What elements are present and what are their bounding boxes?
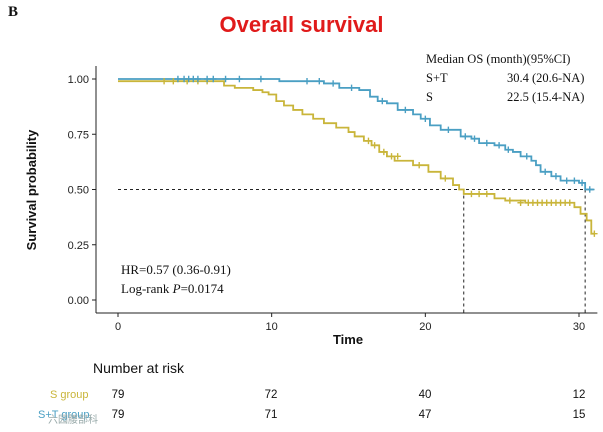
- y-tick-label: 0.25: [68, 240, 89, 252]
- censor-marks: [160, 75, 598, 237]
- censor-mark: [303, 78, 311, 85]
- censor-mark: [517, 199, 524, 206]
- y-tick-label: 0.75: [68, 129, 89, 141]
- censor-mark: [566, 199, 573, 206]
- censor-mark: [194, 75, 202, 83]
- censor-mark: [394, 153, 401, 160]
- censor-mark: [571, 177, 578, 184]
- censor-mark: [388, 153, 395, 160]
- censor-mark: [371, 142, 378, 149]
- censor-mark: [578, 179, 586, 187]
- censor-mark: [591, 230, 598, 237]
- censor-mark: [541, 168, 549, 176]
- censor-mark: [316, 78, 323, 85]
- censor-mark: [329, 80, 337, 87]
- censor-mark: [471, 135, 478, 142]
- risk-count: 79: [111, 409, 125, 421]
- censor-mark: [174, 75, 182, 83]
- censor-mark: [415, 161, 423, 169]
- risk-row-label: S+T group: [38, 409, 90, 421]
- median-table-header: Median OS (month)(95%CI): [426, 52, 571, 66]
- logrank-p: P: [172, 281, 181, 296]
- censor-mark: [210, 75, 217, 83]
- censor-mark: [203, 75, 211, 83]
- risk-count: 72: [264, 389, 278, 401]
- censor-mark: [170, 78, 177, 85]
- censor-mark: [222, 75, 229, 83]
- y-tick-label: 0.00: [68, 295, 89, 307]
- censor-mark: [422, 115, 429, 122]
- censor-mark: [160, 78, 168, 85]
- censor-mark: [236, 75, 243, 83]
- logrank-prefix: Log-rank: [121, 281, 173, 296]
- median-row-group: S+T: [426, 71, 448, 85]
- censor-mark: [462, 133, 469, 140]
- risk-count: 40: [418, 389, 432, 401]
- censor-mark: [468, 190, 475, 198]
- y-tick-label: 1.00: [68, 74, 89, 86]
- censor-mark: [495, 142, 503, 149]
- censor-mark: [505, 146, 512, 153]
- censor-mark: [402, 106, 409, 114]
- x-tick-label: 30: [573, 321, 585, 333]
- panel-label: B: [8, 4, 19, 20]
- censor-mark: [257, 75, 265, 83]
- median-row-group: S: [426, 90, 433, 104]
- censor-mark: [475, 190, 483, 198]
- x-tick-label: 20: [419, 321, 431, 333]
- x-tick-label: 10: [266, 321, 278, 333]
- median-row-value: 22.5 (15.4-NA): [507, 90, 585, 104]
- watermark: 六园腰部科: [48, 415, 98, 426]
- logrank-text: Log-rank P=0.0174: [121, 281, 224, 297]
- censor-mark: [365, 137, 372, 145]
- y-axis-label: Survival probability: [24, 129, 39, 250]
- censor-mark: [442, 175, 449, 182]
- censor-mark: [483, 139, 490, 147]
- risk-count: 12: [572, 389, 586, 401]
- risk-count: 47: [418, 409, 432, 421]
- risk-count: 79: [111, 389, 125, 401]
- censor-mark: [380, 148, 388, 156]
- y-tick-label: 0.50: [68, 185, 89, 197]
- risk-count: 71: [264, 409, 278, 421]
- censor-mark: [506, 197, 514, 204]
- hazard-ratio-text: HR=0.57 (0.36-0.91): [121, 262, 231, 277]
- x-tick-label: 0: [115, 321, 121, 333]
- censor-mark: [586, 186, 593, 193]
- censor-mark: [552, 173, 560, 180]
- x-axis-label: Time: [333, 332, 363, 347]
- median-row-value: 30.4 (20.6-NA): [507, 71, 585, 85]
- axes: 0.00 0.25 0.50 0.75 1.00 0 10 20 30: [68, 66, 598, 333]
- chart-title: Overall survival: [219, 12, 384, 37]
- censor-mark: [483, 190, 490, 198]
- censor-mark: [379, 97, 386, 105]
- risk-count: 15: [572, 409, 586, 421]
- censor-mark: [523, 153, 530, 160]
- risk-table-title: Number at risk: [93, 360, 185, 376]
- risk-row-label: S group: [50, 389, 89, 401]
- censor-mark: [348, 84, 355, 92]
- logrank-value: =0.0174: [180, 281, 224, 296]
- censor-mark: [445, 126, 452, 134]
- censor-mark: [563, 177, 570, 184]
